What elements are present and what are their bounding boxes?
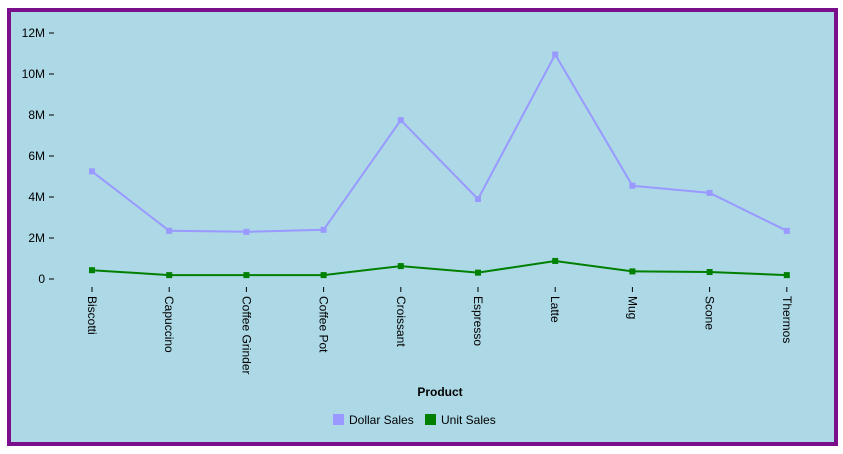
legend-label: Unit Sales bbox=[441, 413, 496, 427]
series-layer bbox=[89, 51, 790, 279]
legend-swatch bbox=[333, 414, 344, 425]
data-point bbox=[243, 272, 250, 279]
legend: Dollar Sales Unit Sales bbox=[333, 413, 496, 427]
data-point bbox=[552, 257, 559, 264]
series-line-0 bbox=[91, 52, 788, 233]
data-point bbox=[397, 117, 404, 124]
data-point bbox=[783, 272, 790, 279]
x-tick-label: Croissant bbox=[394, 296, 408, 347]
data-point bbox=[320, 272, 327, 279]
data-point bbox=[166, 272, 173, 279]
data-point bbox=[629, 182, 636, 189]
series-line-1 bbox=[91, 259, 787, 277]
data-point bbox=[320, 226, 327, 233]
legend-label: Dollar Sales bbox=[349, 413, 414, 427]
x-axis-title: Product bbox=[417, 385, 462, 399]
x-tick-label: Biscotti bbox=[85, 296, 99, 335]
data-point bbox=[166, 227, 173, 234]
x-tick-label: Espresso bbox=[471, 296, 485, 346]
data-point bbox=[89, 168, 95, 175]
data-point bbox=[783, 227, 790, 234]
y-axis: 0 2M 4M 6M 8M 10M 12M bbox=[22, 26, 54, 286]
data-point bbox=[475, 196, 481, 203]
data-point bbox=[397, 263, 404, 270]
legend-swatch bbox=[425, 414, 436, 425]
x-tick-label: Latte bbox=[548, 296, 562, 323]
x-tick-label: Coffee Grinder bbox=[239, 296, 253, 375]
y-tick-label: 8M bbox=[28, 108, 45, 122]
y-tick-label: 12M bbox=[22, 26, 45, 40]
data-point bbox=[475, 269, 481, 276]
x-axis: Biscotti Capuccino Coffee Grinder Coffee Po… bbox=[85, 287, 794, 375]
x-tick-label: Mug bbox=[625, 296, 639, 319]
y-tick-label: 6M bbox=[28, 149, 45, 163]
y-tick-label: 4M bbox=[28, 190, 45, 204]
data-point bbox=[89, 267, 95, 274]
data-point bbox=[706, 189, 713, 196]
data-point bbox=[706, 269, 713, 276]
y-tick-label: 10M bbox=[22, 67, 45, 81]
data-point bbox=[629, 268, 636, 275]
x-tick-label: Capuccino bbox=[162, 296, 176, 353]
y-tick-label: 2M bbox=[28, 231, 45, 245]
x-tick-label: Thermos bbox=[780, 296, 794, 343]
x-tick-label: Scone bbox=[703, 296, 717, 330]
data-point bbox=[243, 228, 250, 235]
chart-frame bbox=[7, 8, 838, 446]
x-tick-label: Coffee Pot bbox=[317, 296, 331, 353]
y-tick-label: 0 bbox=[38, 272, 45, 286]
data-point bbox=[552, 51, 559, 58]
